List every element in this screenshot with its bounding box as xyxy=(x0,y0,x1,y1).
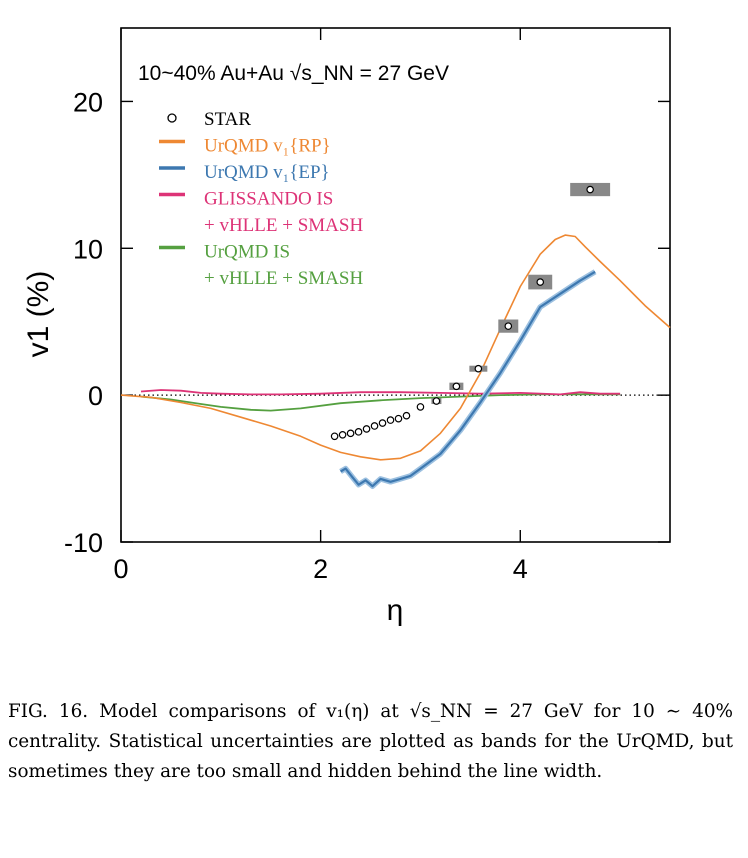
x-tick-label: 4 xyxy=(513,554,528,584)
star-point xyxy=(378,419,387,427)
x-tick-label: 2 xyxy=(313,554,328,584)
star-point xyxy=(504,322,513,330)
y-tick-label: 0 xyxy=(88,381,103,411)
star-point xyxy=(474,364,483,373)
figure-caption: FIG. 16. Model comparisons of v₁(η) at √… xyxy=(8,701,733,782)
y-tick-label: 10 xyxy=(73,234,103,264)
star-point xyxy=(416,403,425,411)
legend-label: + vHLLE + SMASH xyxy=(204,268,363,289)
series-line-1 xyxy=(120,234,671,461)
star-point xyxy=(536,278,545,286)
chart-title: 10~40% Au+Au √s_NN = 27 GeV xyxy=(138,62,449,85)
star-point xyxy=(370,422,379,430)
plot-frame xyxy=(120,27,671,543)
y-tick-label: -10 xyxy=(64,528,103,558)
star-point xyxy=(386,416,395,424)
x-axis-label: η xyxy=(387,594,404,627)
star-point xyxy=(402,411,411,420)
series-layer xyxy=(120,234,671,489)
legend-label: + vHLLE + SMASH xyxy=(204,215,363,236)
star-point xyxy=(432,397,441,405)
legend: STAR UrQMD v₁{RP} UrQMD v₁{EP} GLISSANDO IS… xyxy=(159,109,363,289)
y-axis-label: v1 (%) xyxy=(22,271,55,358)
star-point xyxy=(394,414,403,423)
y-tick-label: 20 xyxy=(73,87,103,117)
legend-marker-star xyxy=(167,113,177,123)
series-line-4 xyxy=(140,393,621,412)
axis-ticks: 0 2 4 -10 0 10 20 xyxy=(64,28,670,584)
star-point xyxy=(354,428,363,436)
v1-eta-chart: 0 2 4 -10 0 10 20 STAR UrQMD v₁{RP} UrQMD v₁{EP}… xyxy=(22,27,671,627)
star-point xyxy=(362,425,371,433)
star-point xyxy=(586,185,594,194)
legend-label: UrQMD v₁{RP} xyxy=(204,136,331,157)
legend-label: UrQMD v₁{EP} xyxy=(204,162,330,183)
star-point xyxy=(452,382,461,391)
star-point xyxy=(338,430,347,439)
star-points xyxy=(330,182,611,441)
series-line-3 xyxy=(140,389,621,396)
star-point xyxy=(346,429,355,438)
legend-label: GLISSANDO IS xyxy=(204,189,333,210)
series-line-2 xyxy=(340,270,596,488)
legend-label: UrQMD IS xyxy=(204,242,290,263)
x-tick-label: 0 xyxy=(113,554,128,584)
star-point xyxy=(330,432,339,441)
series-ep-band xyxy=(339,269,597,489)
legend-label: STAR xyxy=(204,109,251,130)
